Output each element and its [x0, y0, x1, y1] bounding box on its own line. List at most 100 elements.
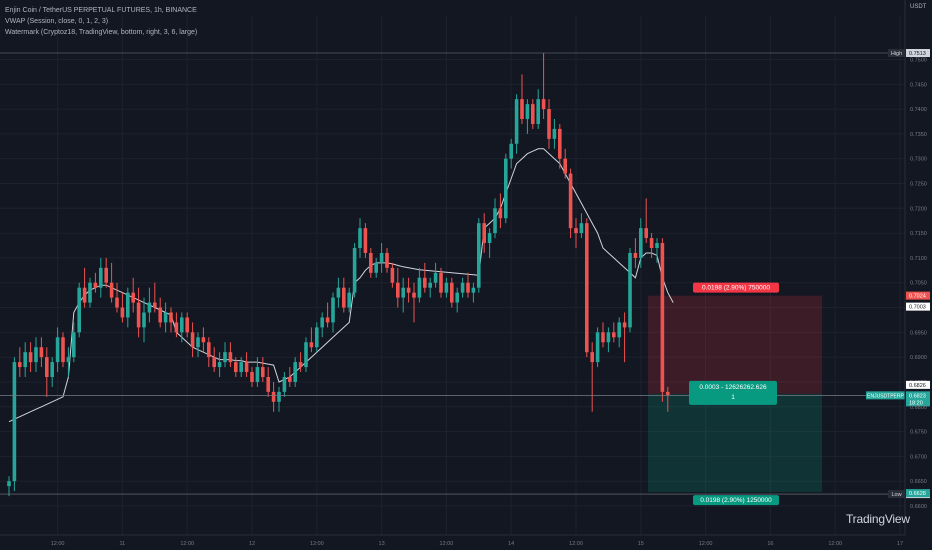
candle-body: [45, 357, 49, 377]
candle-body: [390, 267, 395, 283]
candle: [99, 257, 103, 298]
candle-body: [115, 297, 119, 308]
candle-body: [369, 252, 373, 273]
candle: [590, 342, 594, 412]
legend-watermark[interactable]: Watermark (Cryptoz18, TradingView, botto…: [5, 29, 198, 36]
candle-body: [612, 332, 616, 338]
candle: [18, 347, 22, 377]
y-tick-label: 0.7200: [910, 206, 927, 212]
reference-label: High: [891, 51, 902, 57]
y-tick-label: 0.7500: [910, 57, 927, 63]
candle-body: [234, 362, 238, 373]
candle-body: [439, 272, 443, 293]
candle: [428, 277, 432, 298]
countdown-value: 18:20: [909, 400, 923, 406]
x-tick-label: 12:00: [310, 541, 324, 547]
candle: [196, 332, 200, 358]
candle: [120, 292, 125, 323]
x-tick-label: 17: [897, 541, 903, 547]
candle-body: [352, 247, 357, 293]
candle: [450, 277, 454, 308]
candle-body: [174, 322, 179, 333]
candle-body: [228, 352, 233, 363]
candle: [498, 193, 503, 229]
stop-price-label: 0.7024: [909, 294, 926, 300]
candle-body: [417, 277, 422, 298]
candle-body: [131, 292, 135, 303]
candle: [574, 218, 578, 248]
candle: [660, 238, 665, 402]
target-info-text: 0.0198 (2.90%) 1250000: [700, 497, 772, 504]
candle-body: [196, 337, 200, 348]
legend-symbol[interactable]: Enjin Coin / TetherUS PERPETUAL FUTURES,…: [5, 7, 197, 14]
candle: [185, 312, 189, 338]
candle-body: [331, 297, 335, 323]
candle-body: [525, 104, 530, 119]
candle-body: [628, 252, 632, 328]
entry-price-label: 0.6826: [909, 383, 926, 389]
candle: [12, 357, 17, 492]
candle: [163, 302, 168, 333]
tradingview-logo: TradingView: [846, 512, 910, 526]
candle-body: [428, 282, 432, 288]
current-price-box: [906, 391, 930, 407]
y-tick-label: 0.7050: [910, 281, 927, 287]
candle: [379, 243, 384, 273]
candle: [266, 367, 270, 397]
x-tick-label: 12:00: [51, 541, 65, 547]
candle: [325, 302, 330, 328]
candle: [541, 53, 546, 119]
candle: [201, 327, 206, 353]
y-tick-label: 0.7300: [910, 157, 927, 163]
legend-vwap[interactable]: VWAP (Session, close, 0, 1, 2, 3): [5, 18, 109, 25]
candle-body: [266, 376, 270, 392]
entry-info-box: [689, 380, 777, 405]
candle-body: [568, 173, 573, 229]
vwap-line: [8, 148, 674, 423]
candle-body: [185, 317, 189, 333]
candle: [77, 282, 81, 338]
candle: [39, 337, 44, 368]
candle: [66, 347, 71, 377]
y-tick-label: 0.7250: [910, 181, 927, 187]
y-tick-label: 0.7400: [910, 107, 927, 113]
candle: [406, 277, 411, 303]
candle-body: [315, 327, 319, 348]
candle: [466, 272, 470, 298]
candle: [293, 357, 297, 387]
candle: [169, 307, 173, 333]
candle-body: [304, 342, 308, 368]
reference-label-box: [888, 49, 905, 57]
y-tick-label: 0.6650: [910, 479, 927, 485]
candle-body: [601, 332, 605, 343]
x-tick-label: 16: [767, 541, 773, 547]
candle: [250, 367, 254, 387]
candle: [336, 277, 341, 308]
candle-body: [72, 332, 76, 358]
candle: [207, 337, 211, 368]
candle-body: [190, 332, 195, 348]
candle-body: [558, 128, 562, 159]
candle-body: [482, 223, 486, 244]
candle-body: [579, 223, 584, 234]
target-price-label: 0.6628: [909, 491, 926, 497]
candle-body: [536, 99, 540, 124]
candle: [34, 337, 38, 373]
candle: [331, 292, 335, 333]
stop-info-text: 0.0198 (2.90%) 750000: [702, 285, 770, 292]
candle: [244, 352, 249, 377]
candle-body: [99, 267, 103, 288]
y-tick-label: 0.6800: [910, 405, 927, 411]
candle: [396, 267, 400, 308]
candle: [401, 277, 405, 313]
candle-body: [358, 228, 362, 248]
candle-body: [153, 302, 157, 308]
candle-body: [541, 99, 546, 110]
candle-body: [61, 337, 65, 363]
candle: [433, 262, 438, 288]
candle-body: [212, 357, 216, 368]
candle: [115, 282, 119, 313]
candle: [390, 262, 395, 288]
candle: [93, 272, 98, 293]
